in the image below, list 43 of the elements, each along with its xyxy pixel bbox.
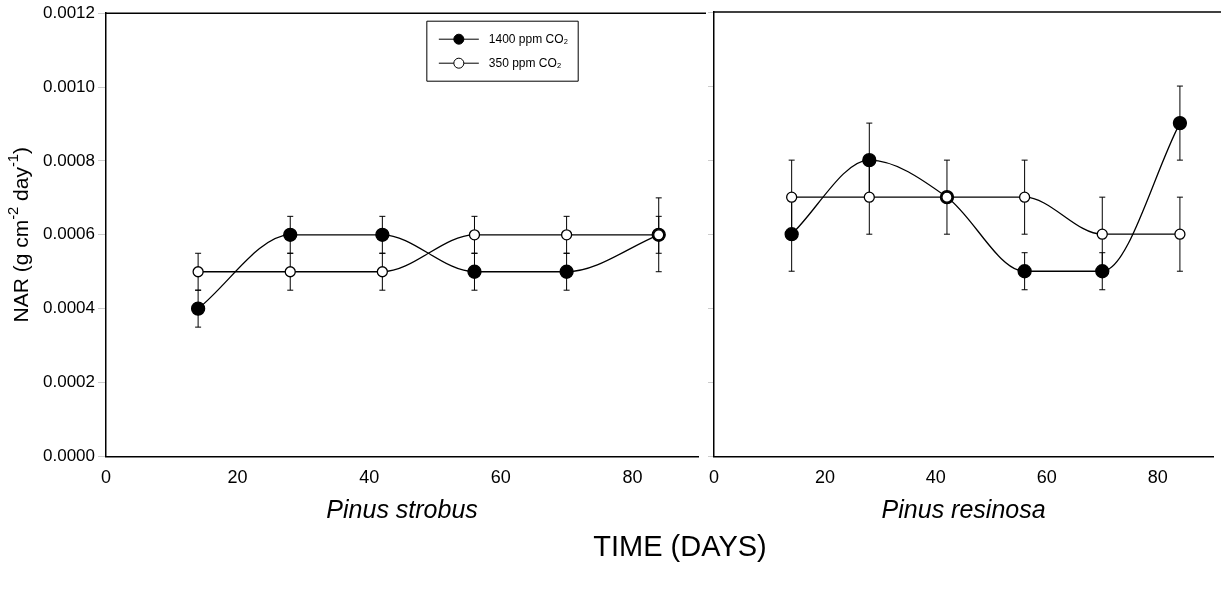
point bbox=[284, 266, 296, 278]
point bbox=[468, 229, 481, 241]
point bbox=[784, 227, 799, 242]
point bbox=[863, 191, 875, 203]
x-tick-label: 80 bbox=[622, 467, 643, 488]
x-tick-label: 20 bbox=[814, 467, 835, 488]
y-tick-label: 0.0000 bbox=[43, 446, 95, 466]
point bbox=[376, 266, 389, 278]
point bbox=[559, 264, 574, 279]
x-tick-label: 40 bbox=[359, 467, 380, 488]
y-tick-label: 0.0012 bbox=[43, 2, 95, 22]
point bbox=[283, 227, 298, 242]
x-tick-label: 0 bbox=[709, 467, 720, 488]
legend-label: 350 ppm CO₂ bbox=[488, 55, 562, 70]
y-tick-label: 0.0006 bbox=[43, 224, 95, 244]
x-tick-label: 0 bbox=[100, 467, 111, 488]
point bbox=[560, 229, 573, 241]
y-axis-title: NAR (g cm-2 day-1) bbox=[4, 147, 32, 323]
point bbox=[192, 266, 204, 278]
point bbox=[1096, 228, 1108, 240]
point bbox=[1017, 264, 1032, 279]
point bbox=[1172, 115, 1188, 131]
point bbox=[1095, 264, 1110, 279]
y-tick-label: 0.0002 bbox=[43, 372, 95, 392]
point bbox=[375, 227, 390, 242]
legend-label: 1400 ppm CO₂ bbox=[488, 31, 569, 46]
x-tick-label: 40 bbox=[925, 467, 946, 488]
x-tick-label: 60 bbox=[490, 467, 511, 488]
x-axis-title: Pinus resinosa bbox=[881, 494, 1046, 523]
point bbox=[1174, 228, 1186, 240]
y-tick-label: 0.0008 bbox=[43, 150, 95, 170]
x-tick-label: 20 bbox=[227, 467, 248, 488]
x-tick-label: 60 bbox=[1036, 467, 1057, 488]
text: TIME (DAYS) bbox=[592, 530, 768, 563]
point bbox=[467, 264, 482, 279]
point bbox=[1018, 191, 1031, 203]
point bbox=[862, 152, 877, 168]
point bbox=[190, 301, 206, 316]
y-tick-label: 0.0010 bbox=[43, 76, 95, 96]
point bbox=[786, 191, 798, 203]
y-tick-label: 0.0004 bbox=[43, 298, 95, 318]
x-tick-label: 80 bbox=[1147, 467, 1168, 488]
x-axis-title: Pinus strobus bbox=[326, 494, 478, 523]
